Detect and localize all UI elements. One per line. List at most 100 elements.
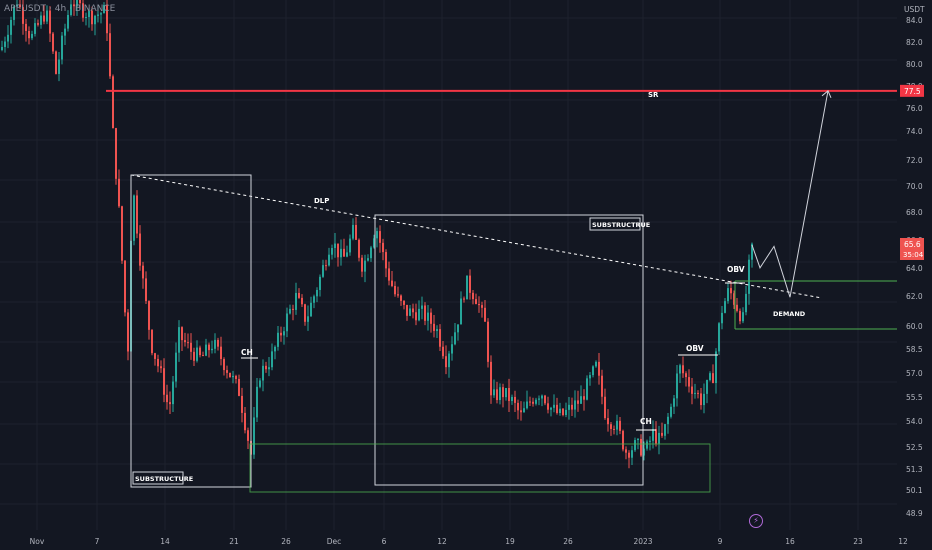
time-tick-label: 12 (437, 537, 447, 546)
candle-body (349, 238, 351, 253)
candle-body (724, 301, 726, 313)
candle-body (583, 396, 585, 400)
price-tick-label: 58.5 (906, 345, 923, 354)
price-tick-label: 51.3 (906, 465, 923, 474)
candle-body (169, 402, 171, 405)
price-tick-label: 70.0 (906, 182, 923, 191)
candle-body (160, 366, 162, 369)
candle-body (475, 299, 477, 304)
time-tick-label: 23 (853, 537, 863, 546)
candle-body (214, 339, 216, 349)
candle-body (448, 353, 450, 368)
currency-label: USDT (904, 5, 925, 14)
candle-body (262, 365, 264, 381)
price-tick-label: 48.9 (906, 509, 923, 518)
candle-body (334, 243, 336, 249)
candle-body (361, 257, 363, 272)
candle-body (232, 375, 234, 378)
price-tick-label: 80.0 (906, 60, 923, 69)
candle-body (445, 356, 447, 368)
substructure-tag-bg (132, 471, 184, 485)
candle-body (55, 51, 57, 74)
candle-body (388, 268, 390, 281)
candle-body (238, 378, 240, 396)
candle-body (748, 259, 750, 294)
candle-body (313, 296, 315, 303)
candle-body (412, 308, 414, 313)
candle-body (187, 342, 189, 344)
candle-body (721, 312, 723, 324)
candle-body (301, 297, 303, 305)
candle-body (220, 346, 222, 360)
candle-body (46, 10, 48, 22)
candle-body (427, 312, 429, 321)
candle-body (88, 10, 90, 18)
candle-body (463, 298, 465, 300)
candle-body (382, 242, 384, 253)
lightning-icon[interactable]: ⚡ (749, 514, 763, 528)
substructrue-label: SUBSTRUCTRUE (592, 221, 650, 229)
candle-body (205, 344, 207, 356)
time-tick-label: Dec (327, 537, 342, 546)
candle-body (409, 308, 411, 316)
candle-body (172, 381, 174, 405)
candle-body (553, 404, 555, 408)
candle-body (694, 392, 696, 394)
candle-body (337, 243, 339, 258)
candle-body (505, 387, 507, 398)
candle-body (175, 352, 177, 382)
time-tick-label: 12 (898, 537, 908, 546)
ch-right-label: CH (640, 417, 652, 426)
candle-body (52, 33, 54, 52)
candle-body (85, 17, 87, 19)
candle-body (643, 448, 645, 456)
candle-body (730, 288, 732, 294)
candle-body (22, 7, 24, 24)
price-tick-label: 60.0 (906, 322, 923, 331)
current-price-text: 65.6 (904, 240, 921, 249)
candle-body (235, 375, 237, 379)
dlp-trendline (130, 174, 823, 299)
candle-body (451, 344, 453, 354)
candle-body (226, 370, 228, 373)
candle-body (637, 438, 639, 441)
time-tick-label: 21 (229, 537, 239, 546)
candle-body (319, 276, 321, 290)
candle-body (199, 347, 201, 356)
candle-body (73, 4, 75, 7)
candle-body (499, 387, 501, 401)
candle-body (211, 348, 213, 351)
price-tick-label: 55.5 (906, 393, 923, 402)
candle-body (487, 321, 489, 362)
candle-body (703, 393, 705, 406)
candle-body (520, 410, 522, 413)
candle-body (481, 305, 483, 308)
candle-body (613, 428, 615, 430)
candle-body (157, 358, 159, 367)
candle-body (25, 23, 27, 31)
time-tick-label: 6 (382, 537, 387, 546)
time-tick-label: 16 (785, 537, 795, 546)
obv-mid-label: OBV (686, 344, 704, 353)
candle-body (100, 13, 102, 15)
substructure-box-left (130, 174, 252, 488)
sr-price-badge (900, 84, 924, 97)
candle-body (466, 275, 468, 300)
candle-body (133, 195, 135, 241)
candle-body (700, 393, 702, 406)
candle-body (670, 406, 672, 417)
candle-body (739, 310, 741, 322)
candle-body (247, 430, 249, 441)
candle-body (430, 312, 432, 324)
candle-body (586, 378, 588, 400)
time-tick-label: 14 (160, 537, 170, 546)
candle-body (385, 252, 387, 269)
candle-body (322, 265, 324, 277)
candle-body (109, 33, 111, 77)
candle-body (607, 418, 609, 425)
candle-body (346, 252, 348, 257)
candle-body (424, 305, 426, 321)
symbol-label[interactable]: APEUSDT · 4h · BINANCE (4, 4, 116, 14)
